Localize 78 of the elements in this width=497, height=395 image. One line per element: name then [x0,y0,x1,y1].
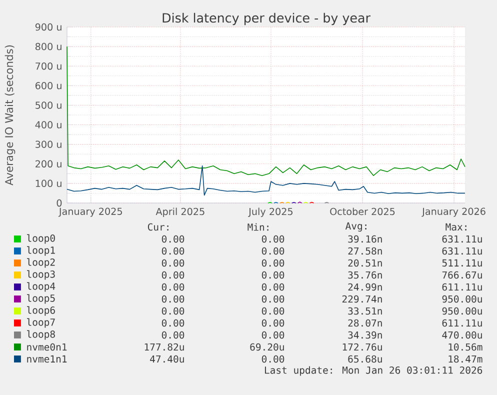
text: 0.00 [262,259,284,267]
y-tick-label: 400 u [35,121,62,128]
text: 0.00 [262,247,284,255]
legend-label: loop4 [27,282,56,292]
text: 0.00 [262,355,284,363]
legend-label: loop7 [27,318,55,328]
text: Last update: Mon Jan 26 03:01:11 2026 [264,366,482,376]
y-tick-label: 0 [56,199,62,207]
text: 766.67u [442,271,482,279]
text: 27.58n [348,247,382,255]
text: 0.00 [162,235,184,243]
legend-label: loop0 [27,234,55,244]
text: 33.51n [348,307,382,315]
legend-label: loop8 [27,330,55,340]
text: 39.16n [348,235,382,243]
y-tick-label: 900 u [35,23,62,31]
text: 47.40u [150,355,184,363]
text: 0.00 [162,247,184,255]
text: 631.11u [442,235,482,243]
legend-label: loop6 [27,306,55,316]
text: 0.00 [262,235,284,243]
text: 470.00u [442,331,482,339]
text: 0.00 [262,283,284,291]
text: 35.76n [348,271,382,279]
legend-label: nvme1n1 [27,355,67,363]
line-series [66,46,466,176]
text: 24.99n [348,283,382,291]
text: Min: [248,223,268,231]
y-tick-label: 600 u [36,82,62,90]
text: 611.11u [442,283,482,291]
text: 0.00 [162,331,184,339]
text: Max: [446,223,466,231]
legend-label: nvme0n1 [27,343,67,351]
text: Cur: [148,223,168,231]
text: 229.74n [342,295,382,303]
legend-label: loop1 [27,246,55,256]
text: 0.00 [162,283,184,291]
text: 0.00 [262,307,284,315]
x-tick-label: January 2026 [422,208,486,217]
text: 0.00 [262,319,284,327]
y-tick-label: 800 u [35,42,62,50]
legend-label: loop3 [27,270,55,280]
text: 28.07n [348,319,382,327]
y-axis-title: Average IO Wait (seconds) [4,45,16,186]
text: 0.00 [162,307,184,315]
y-tick-label: 100 u [36,180,62,188]
text: 511.11u [442,259,482,267]
text: 172.76u [342,343,382,351]
text: 950.00u [442,295,482,303]
x-tick-label: January 2025 [58,208,122,217]
text: 0.00 [162,295,184,303]
text: 34.39n [348,331,382,339]
y-tick-label: 700 u [36,62,62,70]
text: 0.00 [262,331,284,339]
text: 0.00 [162,271,184,279]
legend-label: loop5 [27,294,55,304]
legend-label: loop2 [27,258,55,268]
y-tick-label: 200 u [36,160,62,168]
x-tick-label: October 2025 [330,208,395,216]
text: 69.20u [250,343,284,351]
x-tick-label: April 2025 [156,208,204,217]
y-tick-label: 500 u [36,102,62,109]
text: 611.11u [442,319,482,327]
text: 0.00 [162,319,184,327]
text: 18.47m [448,355,482,363]
text: 631.11u [442,247,482,255]
text: 20.51n [348,259,382,267]
text: 10.56m [448,343,482,351]
chart-title: Disk latency per device - by year [162,12,370,26]
text: 0.00 [262,295,284,303]
text: 0.00 [262,271,284,279]
text: 0.00 [162,259,184,267]
text: Avg: [345,222,366,232]
text: 950.00u [442,307,482,315]
text: 65.68u [348,355,382,363]
y-tick-label: 300 u [36,140,62,148]
text: 177.82u [144,343,184,351]
x-tick-label: July 2025 [248,208,292,217]
